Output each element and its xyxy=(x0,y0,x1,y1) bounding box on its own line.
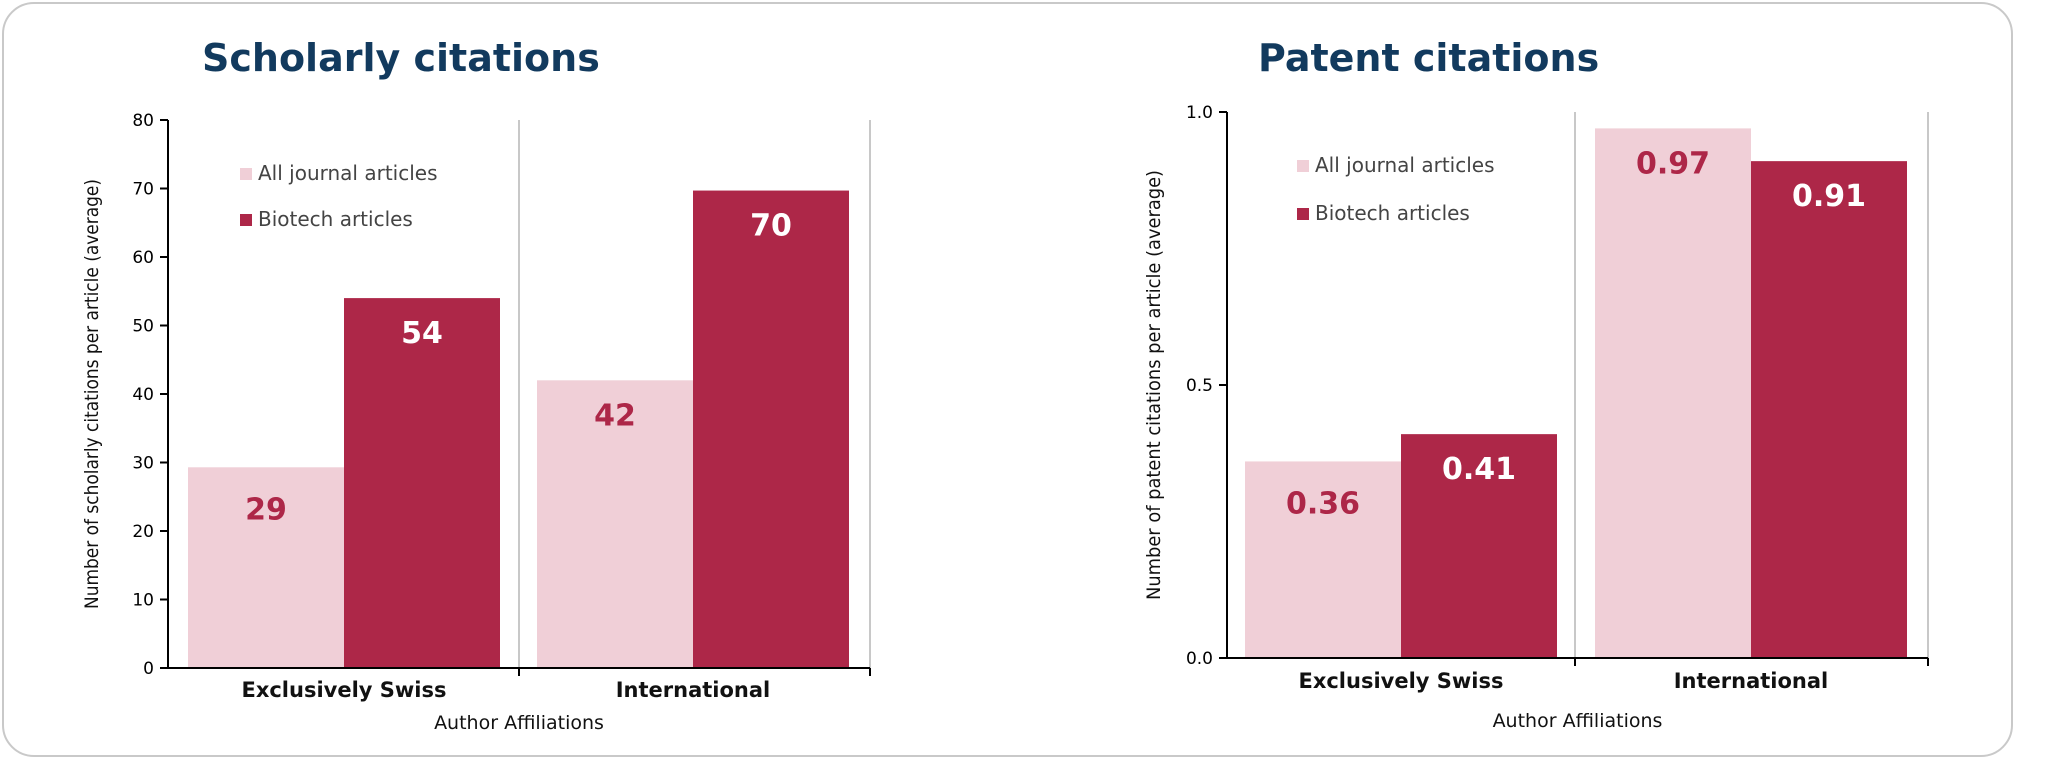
data-label: 0.91 xyxy=(1792,179,1866,214)
bar-biotech-swiss xyxy=(1401,434,1557,658)
chart-panel-2: Patent citations 0.36 0.97 0.41 0.91 0.0 0.5 1.… xyxy=(1143,36,1929,732)
legend-swatch-biotech xyxy=(1297,208,1309,220)
bar-biotech-swiss xyxy=(344,298,500,668)
category-label: Exclusively Swiss xyxy=(241,678,446,702)
y-axis-label: Number of scholarly citations per articl… xyxy=(81,179,103,609)
data-label: 0.97 xyxy=(1636,146,1710,181)
legend: All journal articles Biotech articles xyxy=(1297,153,1495,225)
legend-swatch-biotech xyxy=(240,214,252,226)
bar-all-journal-international xyxy=(537,380,693,668)
chart-title: Patent citations xyxy=(1258,36,1599,80)
bar-all-journal-swiss xyxy=(188,467,344,668)
x-axis-label: Author Affiliations xyxy=(434,712,604,734)
chart-panel-1: Scholarly citations 29 42 54 70 0 10 20 30 40 50 60… xyxy=(81,36,871,734)
y-tick-label: 10 xyxy=(132,591,154,611)
data-label: 70 xyxy=(750,209,792,244)
y-tick-label: 0 xyxy=(143,659,154,679)
y-axis-label: Number of patent citations per article (… xyxy=(1143,170,1165,600)
category-label: Exclusively Swiss xyxy=(1298,669,1503,693)
bar-biotech-international xyxy=(693,190,849,668)
legend-swatch-all-journal xyxy=(1297,160,1309,172)
y-tick-label: 30 xyxy=(132,454,154,474)
legend: All journal articles Biotech articles xyxy=(240,161,438,231)
y-tick-label: 1.0 xyxy=(1186,103,1213,123)
legend-swatch-all-journal xyxy=(240,168,252,180)
y-tick-label: 40 xyxy=(132,385,154,405)
category-label: International xyxy=(1674,669,1829,693)
y-tick-label: 20 xyxy=(132,522,154,542)
legend-label: Biotech articles xyxy=(1315,201,1470,225)
bar-biotech-international xyxy=(1751,161,1907,658)
legend-label: Biotech articles xyxy=(258,207,413,231)
data-label: 42 xyxy=(594,398,636,433)
data-label: 0.41 xyxy=(1442,452,1516,487)
data-label: 0.36 xyxy=(1286,486,1360,521)
category-label: International xyxy=(616,678,771,702)
bar-all-journal-international xyxy=(1595,128,1751,658)
y-tick-label: 80 xyxy=(132,111,154,131)
x-axis-label: Author Affiliations xyxy=(1493,710,1663,732)
y-tick-label: 60 xyxy=(132,248,154,268)
data-label: 29 xyxy=(245,492,287,527)
legend-label: All journal articles xyxy=(258,161,438,185)
y-tick-label: 0.0 xyxy=(1186,649,1213,669)
y-tick-label: 70 xyxy=(132,180,154,200)
y-tick-label: 0.5 xyxy=(1186,376,1213,396)
chart-title: Scholarly citations xyxy=(202,36,600,80)
bar-all-journal-swiss xyxy=(1245,461,1401,658)
legend-label: All journal articles xyxy=(1315,153,1495,177)
y-tick-label: 50 xyxy=(132,317,154,337)
data-label: 54 xyxy=(401,316,443,351)
